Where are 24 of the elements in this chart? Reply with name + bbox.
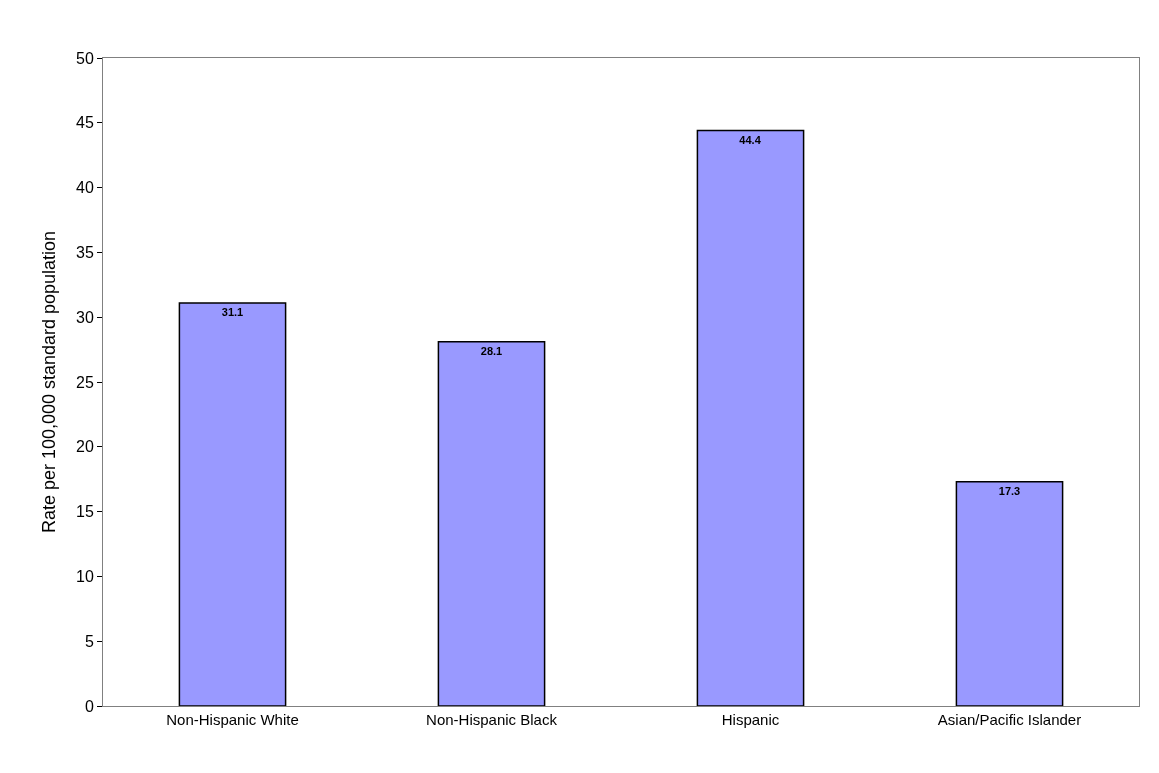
data-label: 17.3	[998, 484, 1021, 497]
y-tick-label: 45	[76, 114, 94, 132]
x-tick-label: Non-Hispanic White	[166, 711, 299, 728]
y-axis-title: Rate per 100,000 standard population	[39, 230, 60, 534]
data-label: 31.1	[221, 305, 244, 318]
y-tick-label: 10	[76, 568, 94, 585]
y-tick-label: 40	[76, 179, 94, 197]
data-label: 44.4	[739, 133, 762, 146]
bar	[696, 129, 805, 706]
y-tick-label: 35	[76, 244, 94, 261]
y-tick-label: 25	[76, 373, 94, 391]
y-tick-label: 30	[76, 308, 94, 326]
x-tick-label: Hispanic	[721, 711, 780, 728]
x-tick-label: Asian/Pacific Islander	[937, 711, 1082, 728]
bar	[178, 302, 287, 706]
y-tick-label: 0	[84, 697, 94, 715]
data-label: 28.1	[480, 344, 503, 357]
y-tick-label: 15	[76, 503, 94, 521]
bar	[955, 481, 1064, 706]
x-tick-label: Non-Hispanic Black	[426, 711, 558, 728]
y-tick-label: 20	[76, 438, 94, 456]
y-tick-label: 50	[76, 49, 94, 67]
bar	[437, 341, 546, 706]
y-tick-label: 5	[84, 632, 94, 650]
